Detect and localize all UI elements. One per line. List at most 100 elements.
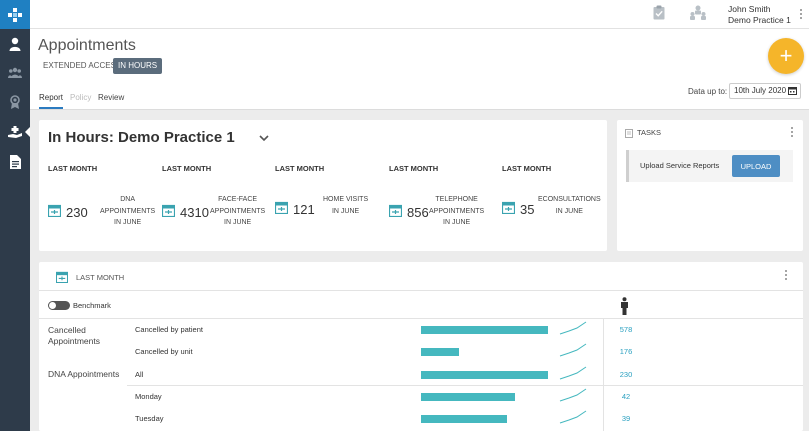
stat-description: TELEPHONE APPOINTMENTS IN JUNE	[429, 194, 484, 229]
tasks-card: TASKS Upload Service Reports UPLOAD	[617, 120, 803, 251]
tab-policy[interactable]: Policy	[70, 93, 92, 102]
row-label: Cancelled by patient	[135, 325, 203, 334]
top-bar: John Smith Demo Practice 1	[30, 0, 809, 29]
stat-desc-line: APPOINTMENTS	[100, 207, 156, 215]
sidebar-item-awards[interactable]	[0, 91, 30, 113]
divider	[39, 290, 803, 291]
stat-dna[interactable]: LAST MONTH 230 DNA APPOINTMENTS IN JUNE	[47, 164, 158, 234]
dot	[791, 131, 793, 133]
add-button[interactable]: +	[768, 38, 804, 74]
stat-description: DNA APPOINTMENTS IN JUNE	[100, 194, 155, 229]
stat-desc-line: DNA	[120, 196, 135, 203]
dot	[800, 9, 802, 11]
row-label: Tuesday	[135, 414, 164, 423]
row-bar	[421, 393, 515, 401]
task-item: Upload Service Reports UPLOAD	[626, 150, 793, 182]
calendar-icon[interactable]	[788, 86, 797, 100]
row-bar	[421, 348, 459, 356]
sidebar-item-appointments[interactable]	[0, 121, 30, 143]
segment-extended-access[interactable]: EXTENDED ACCESS	[43, 61, 122, 70]
sidebar	[0, 0, 30, 431]
stat-period: LAST MONTH	[502, 164, 552, 173]
dot	[785, 274, 787, 276]
stat-econsultations[interactable]: LAST MONTH 35 ECONSULTATIONS IN JUNE	[501, 164, 612, 234]
clipboard-icon[interactable]	[653, 5, 665, 23]
group-label-line: Cancelled	[48, 325, 86, 335]
chevron-down-icon[interactable]	[259, 133, 269, 145]
stat-desc-line: IN JUNE	[555, 207, 583, 215]
stat-home-visits[interactable]: LAST MONTH 121 HOME VISITS IN JUNE	[274, 164, 385, 234]
dot	[791, 127, 793, 129]
hand-plus-icon	[8, 126, 22, 138]
row-value-link[interactable]: 42	[621, 392, 631, 401]
app-logo[interactable]	[0, 0, 30, 29]
sparkline	[559, 410, 587, 424]
stat-desc-line: TELEPHONE	[435, 196, 478, 203]
group-label-cancelled: Cancelled Appointments	[48, 325, 100, 347]
calendar-icon	[501, 201, 516, 217]
practice-selector[interactable]: Demo Practice 1	[118, 129, 235, 146]
divider	[127, 385, 803, 386]
tab-review[interactable]: Review	[98, 93, 125, 102]
segment-in-hours[interactable]: IN HOURS	[113, 58, 163, 74]
benchmark-toggle[interactable]	[48, 301, 70, 310]
award-icon	[10, 95, 20, 109]
dot	[800, 13, 802, 15]
stat-value: 856	[407, 205, 429, 220]
row-value-link[interactable]: 39	[621, 414, 631, 423]
sidebar-item-profile[interactable]	[0, 33, 30, 55]
detail-period: LAST MONTH	[76, 273, 125, 282]
detail-menu-button[interactable]	[781, 265, 791, 285]
stat-value: 121	[293, 202, 315, 217]
stat-face-face[interactable]: LAST MONTH 4310 FACE-FACE APPOINTMENTS I…	[161, 164, 272, 234]
dot	[785, 270, 787, 272]
date-value: 10th July 2020	[734, 86, 787, 95]
stat-period: LAST MONTH	[275, 164, 325, 173]
row-value-link[interactable]: 176	[619, 347, 633, 356]
active-indicator	[25, 127, 30, 137]
tasks-title: TASKS	[637, 128, 662, 137]
row-bar	[421, 326, 548, 334]
tab-report[interactable]: Report	[39, 93, 64, 109]
user-icon	[9, 37, 21, 51]
page-header: Appointments EXTENDED ACCESS IN HOURS + …	[30, 29, 809, 110]
summary-title: In Hours:	[48, 129, 114, 146]
date-picker[interactable]: 10th July 2020	[729, 83, 801, 99]
row-value-link[interactable]: 578	[619, 325, 633, 334]
stat-desc-line: IN JUNE	[443, 219, 471, 226]
stat-value: 4310	[180, 205, 209, 220]
practice-name[interactable]: Demo Practice 1	[728, 15, 791, 25]
row-bar	[421, 415, 507, 423]
stat-telephone[interactable]: LAST MONTH 856 TELEPHONE APPOINTMENTS IN…	[388, 164, 499, 234]
sidebar-item-team[interactable]	[0, 62, 30, 84]
stat-desc-line: APPOINTMENTS	[210, 207, 266, 215]
row-label: Cancelled by unit	[135, 347, 193, 356]
calendar-icon	[274, 201, 289, 217]
detail-card: LAST MONTH Benchmark Cancelled Appointme…	[39, 262, 803, 431]
row-bar	[421, 371, 548, 379]
calendar-icon	[388, 204, 403, 220]
tasks-menu-button[interactable]	[787, 122, 797, 142]
sidebar-item-documents[interactable]	[0, 151, 30, 173]
org-chart-icon[interactable]	[689, 5, 707, 23]
row-value-link[interactable]: 230	[619, 370, 633, 379]
upload-button[interactable]: UPLOAD	[732, 155, 780, 177]
stat-description: HOME VISITS IN JUNE	[323, 194, 368, 217]
stat-desc-line: HOME VISITS	[323, 196, 369, 203]
stat-desc-line: ECONSULTATIONS	[538, 196, 601, 203]
calendar-icon	[161, 204, 176, 220]
task-label: Upload Service Reports	[640, 161, 720, 170]
data-up-to-label: Data up to:	[688, 87, 728, 96]
dot	[800, 17, 802, 19]
user-menu-button[interactable]	[796, 4, 806, 24]
sparkline	[559, 388, 587, 402]
stat-value: 35	[520, 202, 535, 217]
benchmark-label: Benchmark	[73, 301, 111, 310]
stat-value: 230	[66, 205, 88, 220]
row-label: Monday	[135, 392, 162, 401]
sparkline	[559, 366, 587, 380]
user-name[interactable]: John Smith	[728, 4, 771, 14]
stat-desc-line: IN JUNE	[331, 207, 360, 215]
group-icon	[8, 67, 22, 78]
dot	[791, 135, 793, 137]
